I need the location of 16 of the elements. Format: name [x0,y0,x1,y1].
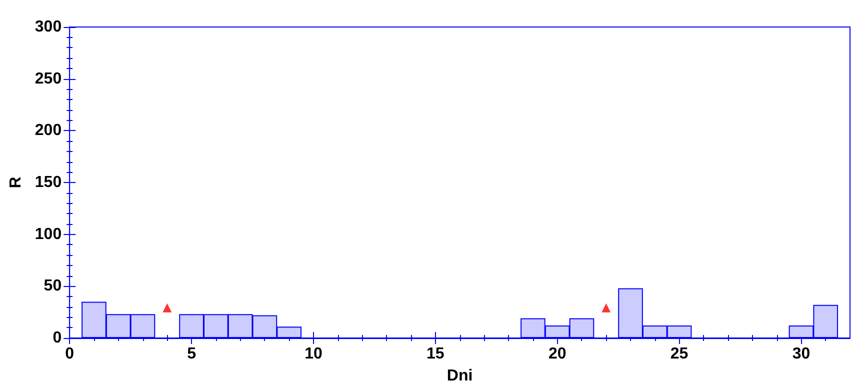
x-tick-label: 10 [304,346,322,362]
y-tick-label: 0 [52,330,62,346]
y-tick-label: 100 [34,226,62,243]
x-tick-label: 5 [187,346,196,362]
x-tick-label: 20 [548,346,566,362]
y-tick-label: 150 [34,174,62,191]
x-tick-label: 15 [426,346,444,362]
y-tick-label: 50 [44,278,62,295]
x-tick-label: 25 [670,346,688,362]
x-tick-label: 30 [792,346,810,362]
y-tick-label: 300 [34,18,62,36]
x-axis-title: Dni [446,368,473,384]
y-tick-label: 200 [34,122,62,140]
y-axis-title: R [8,176,24,188]
y-tick-label: 250 [34,70,62,88]
x-tick-label: 0 [65,346,74,362]
